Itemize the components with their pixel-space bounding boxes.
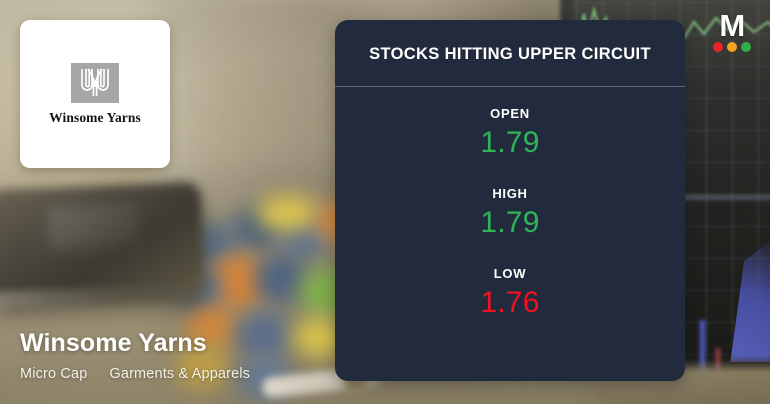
amber-dot-icon — [727, 41, 737, 52]
stat-value: 1.76 — [480, 286, 540, 319]
stat-label: HIGH — [492, 186, 528, 201]
candy-blob — [254, 254, 308, 304]
candy-blob — [236, 312, 292, 358]
stat-label: OPEN — [490, 106, 530, 121]
company-logo-card: Winsome Yarns — [20, 20, 170, 168]
red-dot-icon — [713, 41, 723, 52]
stat-low: LOW 1.76 — [335, 260, 685, 320]
company-info: Winsome Yarns Micro Cap Garments & Appar… — [20, 328, 250, 382]
brand-letter-m: M — [719, 8, 745, 43]
stat-open: OPEN 1.79 — [335, 100, 685, 160]
stat-value: 1.79 — [480, 206, 540, 239]
chart-bar — [700, 320, 705, 382]
stat-value: 1.79 — [480, 126, 540, 159]
sector-tag: Garments & Apparels — [109, 366, 251, 382]
moneycontrol-logo: M — [706, 8, 758, 56]
company-name: Winsome Yarns — [20, 328, 207, 357]
stats-card-title: STOCKS HITTING UPPER CIRCUIT — [369, 45, 651, 63]
stat-high: HIGH 1.79 — [335, 180, 685, 240]
chart-bar — [716, 348, 720, 382]
company-tags: Micro Cap Garments & Apparels — [20, 366, 250, 382]
candy-blob — [176, 344, 230, 390]
winsome-yarns-monogram-icon — [71, 62, 119, 103]
stats-card: STOCKS HITTING UPPER CIRCUIT OPEN 1.79 H… — [335, 20, 685, 381]
stat-label: LOW — [493, 266, 527, 281]
stats-list: OPEN 1.79 HIGH 1.79 LOW 1.76 — [335, 87, 685, 320]
brand-dots — [713, 41, 751, 52]
stats-divider — [335, 86, 685, 87]
logo-company-name: Winsome Yarns — [49, 109, 141, 125]
candy-blob — [256, 196, 318, 230]
green-dot-icon — [741, 41, 751, 52]
monogram-glyph — [81, 68, 109, 96]
candy-blob — [186, 306, 236, 350]
market-cap-tag: Micro Cap — [20, 366, 88, 382]
